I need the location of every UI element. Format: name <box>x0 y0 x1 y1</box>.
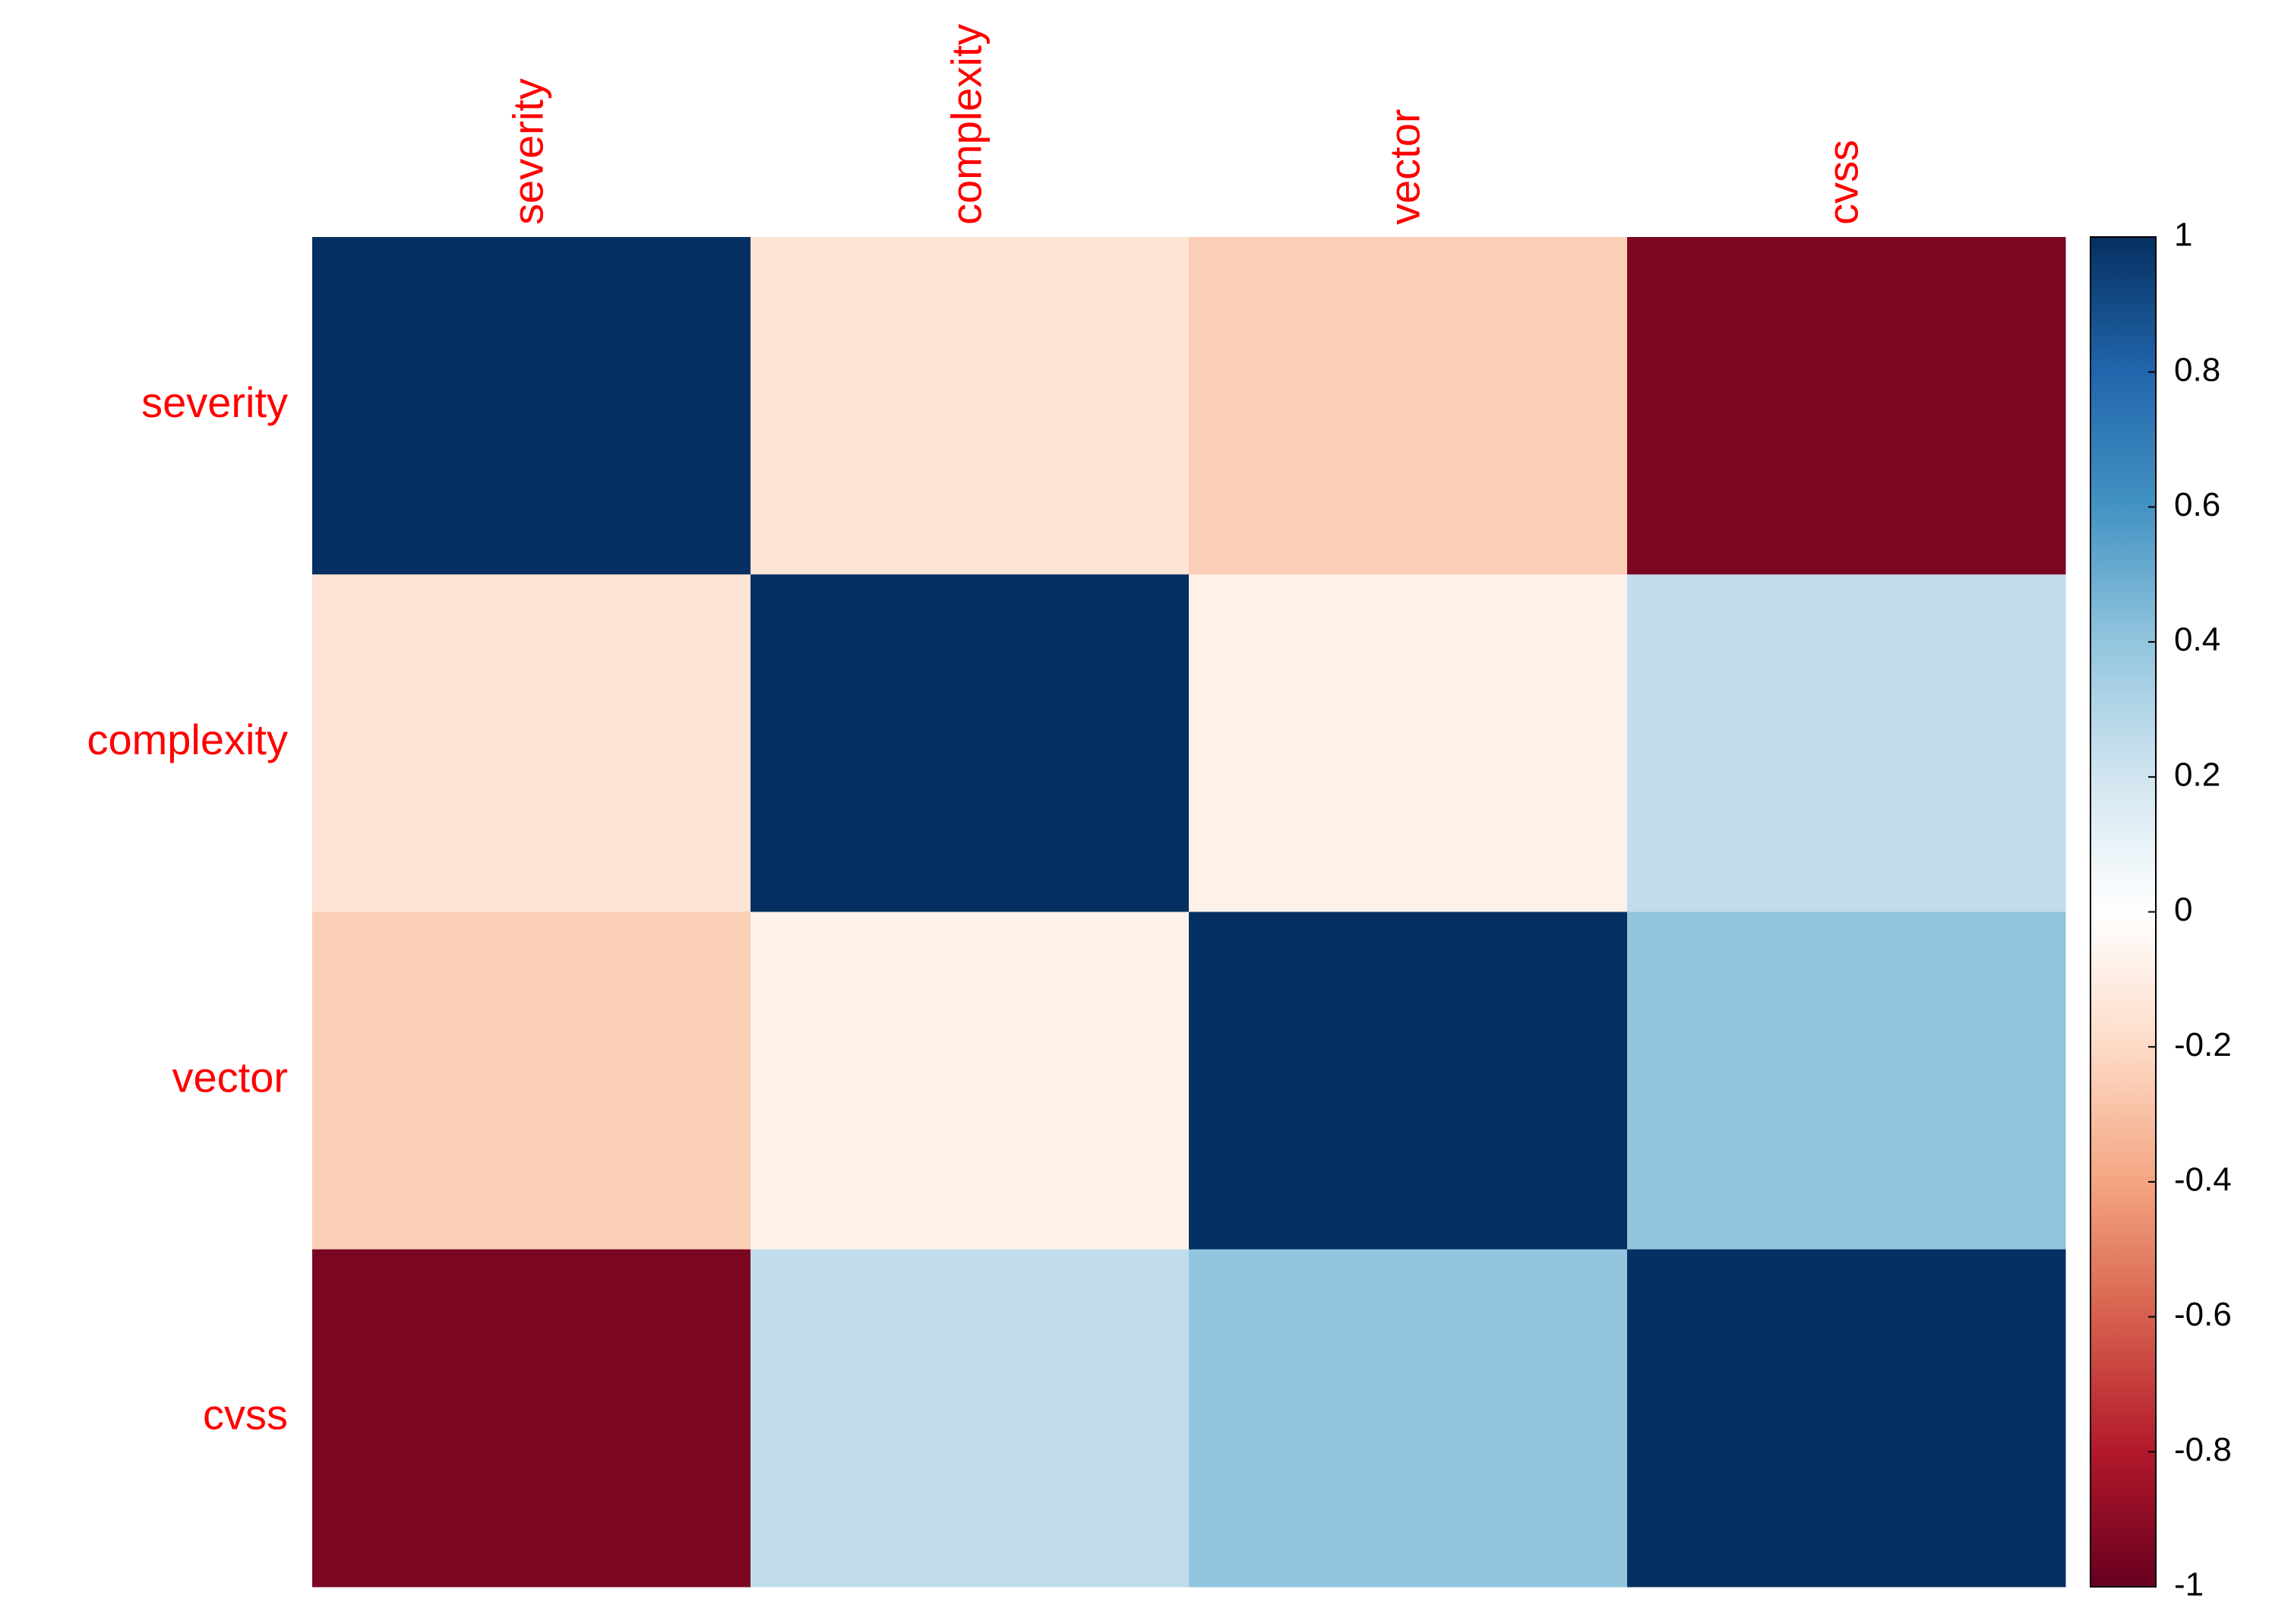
row-label: severity <box>141 378 288 426</box>
column-label: severity <box>504 78 551 225</box>
color-bar-tick-label: 1 <box>2174 216 2192 254</box>
heatmap-cell <box>1627 1249 2066 1588</box>
color-bar-tick-label: -0.6 <box>2174 1296 2232 1333</box>
heatmap-cell <box>1189 237 1628 575</box>
color-bar-tick-label: -1 <box>2174 1566 2204 1603</box>
heatmap-cell <box>1627 574 2066 912</box>
heatmap-cell <box>1189 912 1628 1250</box>
column-label: complexity <box>942 24 990 225</box>
heatmap-cell <box>312 574 751 912</box>
color-bar <box>2090 236 2157 1588</box>
color-bar-tick-label: -0.4 <box>2174 1161 2232 1199</box>
color-bar-tick-label: 0 <box>2174 891 2192 928</box>
row-label: complexity <box>87 716 288 763</box>
color-bar-tick-label: -0.8 <box>2174 1431 2232 1468</box>
heatmap-cell <box>1189 574 1628 912</box>
heatmap-cell <box>1189 1249 1628 1588</box>
heatmap-cell <box>312 1249 751 1588</box>
color-bar-tick-label: 0.8 <box>2174 351 2220 388</box>
color-bar-tick-label: 0.2 <box>2174 756 2220 793</box>
column-label: vector <box>1380 109 1428 226</box>
heatmap-cell <box>751 237 1190 575</box>
heatmap-cell <box>312 912 751 1250</box>
row-label: cvss <box>203 1391 288 1439</box>
color-bar-tick-label: 0.4 <box>2174 621 2220 659</box>
color-bar-tick-label: -0.2 <box>2174 1026 2232 1063</box>
heatmap-cell <box>312 237 751 575</box>
color-bar-tick-label: 0.6 <box>2174 486 2220 523</box>
heatmap-cell <box>1627 912 2066 1250</box>
heatmap-cell <box>1627 237 2066 575</box>
heatmap-cell <box>751 1249 1190 1588</box>
heatmap-cell <box>751 912 1190 1250</box>
heatmap-cell <box>751 574 1190 912</box>
column-label: cvss <box>1819 140 1866 225</box>
row-label: vector <box>172 1053 289 1101</box>
